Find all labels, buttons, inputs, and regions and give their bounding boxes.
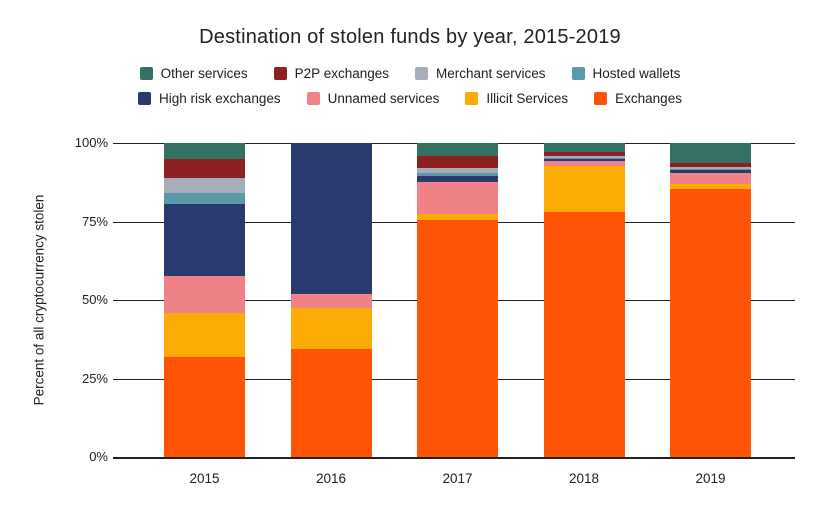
bar-segment-other-services bbox=[417, 143, 498, 156]
legend-label: Other services bbox=[160, 66, 248, 81]
bar-segment-exchanges bbox=[290, 348, 372, 457]
x-tick-label: 2015 bbox=[189, 471, 220, 486]
legend-label: High risk exchanges bbox=[159, 91, 281, 106]
plot-area bbox=[113, 143, 795, 459]
bar-2015 bbox=[164, 143, 245, 457]
bar-2018 bbox=[543, 143, 625, 457]
legend-label: Exchanges bbox=[615, 91, 682, 106]
legend-label: Illicit Services bbox=[486, 91, 569, 106]
bar-segment-unnamed-services bbox=[290, 293, 372, 308]
y-tick-label: 50% bbox=[81, 292, 108, 307]
legend-swatch-icon bbox=[273, 67, 287, 80]
bar-segment-exchanges bbox=[543, 212, 625, 457]
bar-segment-illicit-services bbox=[417, 213, 498, 220]
legend-label: Hosted wallets bbox=[592, 66, 681, 81]
bar-segment-high-risk-exchanges bbox=[164, 204, 245, 277]
bar-segment-other-services bbox=[164, 143, 245, 159]
bar-segment-hosted-wallets bbox=[164, 193, 245, 205]
legend-item-illicit-services: Illicit Services bbox=[465, 91, 568, 106]
x-tick-label: 2018 bbox=[568, 471, 600, 486]
legend-row: Other services P2P exchanges Merchant serv… bbox=[0, 66, 820, 81]
legend-item-high-risk-exchanges: High risk exchanges bbox=[138, 91, 281, 106]
bar-segment-high-risk-exchanges bbox=[543, 158, 625, 161]
bar-segment-other-services bbox=[543, 143, 625, 153]
bar-segment-illicit-services bbox=[670, 184, 751, 189]
y-tick-label: 100% bbox=[74, 135, 108, 150]
bar-segment-unnamed-services bbox=[164, 276, 245, 313]
x-tick-label: 2017 bbox=[442, 471, 473, 486]
legend-swatch-icon bbox=[571, 67, 585, 80]
bar-segment-illicit-services bbox=[290, 307, 372, 349]
legend-swatch-icon bbox=[594, 92, 608, 105]
legend-item-unnamed-services: Unnamed services bbox=[306, 91, 440, 106]
legend-item-exchanges: Exchanges bbox=[594, 91, 682, 106]
bar-segment-exchanges bbox=[670, 188, 751, 457]
legend-label: Unnamed services bbox=[327, 91, 440, 106]
bar-segment-exchanges bbox=[417, 219, 498, 457]
legend-label: P2P exchanges bbox=[294, 66, 389, 81]
bar-segment-high-risk-exchanges bbox=[670, 170, 751, 173]
bar-2017 bbox=[417, 143, 498, 457]
legend-swatch-icon bbox=[306, 92, 320, 105]
bar-segment-hosted-wallets bbox=[670, 169, 751, 171]
x-tick-label: 2016 bbox=[315, 471, 347, 486]
bar-segment-merchant-services bbox=[543, 156, 625, 158]
bar-segment-p2p-exchanges bbox=[164, 158, 245, 178]
legend-swatch-icon bbox=[415, 67, 428, 80]
bar-2016 bbox=[290, 143, 372, 457]
bar-segment-other-services bbox=[670, 143, 751, 164]
legend-item-merchant-services: Merchant services bbox=[415, 66, 546, 81]
bar-segment-exchanges bbox=[164, 356, 245, 457]
legend-row: High risk exchanges Unnamed services Illic… bbox=[0, 91, 820, 106]
y-tick-label: 25% bbox=[81, 370, 108, 386]
bar-segment-hosted-wallets bbox=[543, 157, 625, 159]
legend-item-hosted-wallets: Hosted wallets bbox=[571, 66, 681, 81]
legend-item-p2p-exchanges: P2P exchanges bbox=[273, 66, 389, 81]
bar-segment-unnamed-services bbox=[417, 182, 498, 214]
chart-title: Destination of stolen funds by year, 201… bbox=[199, 26, 621, 48]
legend-label: Merchant services bbox=[436, 66, 546, 81]
bar-segment-hosted-wallets bbox=[417, 172, 498, 177]
bar-segment-high-risk-exchanges bbox=[290, 143, 372, 294]
bar-segment-merchant-services bbox=[164, 177, 245, 194]
legend-swatch-icon bbox=[138, 92, 152, 105]
bar-segment-merchant-services bbox=[417, 168, 498, 173]
legend-swatch-icon bbox=[139, 67, 153, 80]
bar-segment-unnamed-services bbox=[670, 172, 751, 185]
y-tick-label: 0% bbox=[89, 449, 108, 464]
bar-segment-illicit-services bbox=[543, 165, 625, 213]
bar-segment-illicit-services bbox=[164, 312, 245, 357]
bar-segment-p2p-exchanges bbox=[417, 155, 498, 169]
bar-segment-p2p-exchanges bbox=[543, 152, 625, 157]
bar-segment-merchant-services bbox=[670, 167, 751, 170]
bar-segment-unnamed-services bbox=[543, 160, 625, 166]
bar-2019 bbox=[670, 143, 751, 457]
bar-segment-high-risk-exchanges bbox=[417, 176, 498, 183]
x-tick-label: 2019 bbox=[695, 471, 726, 486]
legend-item-other-services: Other services bbox=[139, 66, 248, 81]
y-tick-label: 75% bbox=[81, 213, 108, 229]
legend-swatch-icon bbox=[465, 92, 479, 105]
bar-segment-p2p-exchanges bbox=[670, 163, 751, 168]
